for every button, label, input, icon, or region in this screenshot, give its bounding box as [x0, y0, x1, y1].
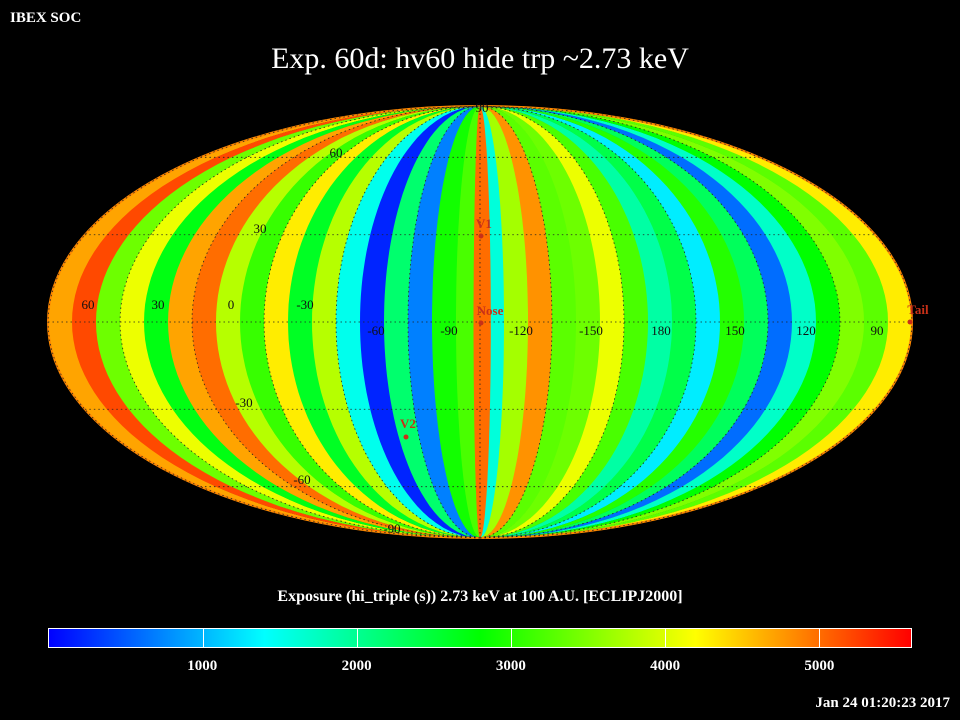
- colorbar-tick-label: 3000: [495, 658, 526, 674]
- marker-v2-label: V2: [400, 416, 416, 431]
- lon-label: 0: [228, 297, 235, 312]
- exposure-band: [312, 106, 480, 538]
- lat-label: -90: [383, 521, 400, 536]
- exposure-band: [384, 106, 480, 538]
- exposure-band: [408, 106, 480, 538]
- lon-label: 30: [152, 297, 165, 312]
- colorbar-separator: [202, 629, 204, 647]
- lon-label: -30: [296, 297, 313, 312]
- colorbar-separator: [664, 629, 666, 647]
- colorbar-separator: [818, 629, 820, 647]
- lon-label: -150: [579, 323, 603, 338]
- lon-label: -120: [509, 323, 533, 338]
- lat-label: -30: [235, 395, 252, 410]
- graticule-labels: 60 30 0 -30 -60 -90 -120 -150 180 150 120 90 90 60 30 -…: [82, 100, 884, 536]
- exposure-band: [480, 106, 553, 538]
- lat-label: -60: [293, 472, 310, 487]
- exposure-band: [480, 106, 529, 538]
- exposure-band: [480, 106, 625, 538]
- meridian-line: [479, 105, 769, 539]
- exposure-band: [360, 106, 480, 538]
- lat-label: 60: [330, 145, 343, 160]
- lon-label: -60: [367, 323, 384, 338]
- lon-label: -90: [440, 323, 457, 338]
- meridian-line: [479, 105, 553, 539]
- marker-v1-dot: [478, 233, 484, 239]
- marker-nose-label: Nose: [477, 303, 504, 318]
- colorbar: [48, 628, 912, 648]
- marker-v1-label: V1: [476, 216, 492, 231]
- exposure-band: [480, 106, 601, 538]
- colorbar-tick-label: 2000: [341, 658, 372, 674]
- lon-label: 90: [871, 323, 884, 338]
- org-label: IBEX SOC: [10, 10, 82, 26]
- marker-nose-dot: [478, 320, 484, 326]
- timestamp: Jan 24 01:20:23 2017: [815, 695, 950, 711]
- exposure-band: [336, 106, 480, 538]
- exposure-band: [480, 106, 577, 538]
- marker-v2-dot: [403, 434, 409, 440]
- markers: V1 Nose V2 Tail: [400, 216, 929, 440]
- map-title: Exp. 60d: hv60 hide trp ~2.73 keV: [271, 42, 689, 75]
- colorbar-separator: [510, 629, 512, 647]
- meridian-line: [407, 105, 481, 539]
- lat-label: 90: [476, 100, 489, 115]
- exposure-bands: [48, 106, 912, 538]
- colorbar-tick-label: 5000: [804, 658, 835, 674]
- marker-tail-label: Tail: [907, 302, 929, 317]
- lon-label: 60: [82, 297, 95, 312]
- marker-tail-dot: [907, 319, 913, 325]
- exposure-band: [480, 106, 649, 538]
- meridian-line: [191, 105, 481, 539]
- colorbar-separator: [356, 629, 358, 647]
- lon-label: 180: [651, 323, 671, 338]
- colorbar-label: Exposure (hi_triple (s)) 2.73 keV at 100…: [277, 588, 683, 605]
- lat-label: 30: [254, 221, 267, 236]
- colorbar-tick-label: 1000: [187, 658, 218, 674]
- lon-label: 120: [796, 323, 816, 338]
- colorbar-tick-label: 4000: [650, 658, 681, 674]
- lon-label: 150: [725, 323, 745, 338]
